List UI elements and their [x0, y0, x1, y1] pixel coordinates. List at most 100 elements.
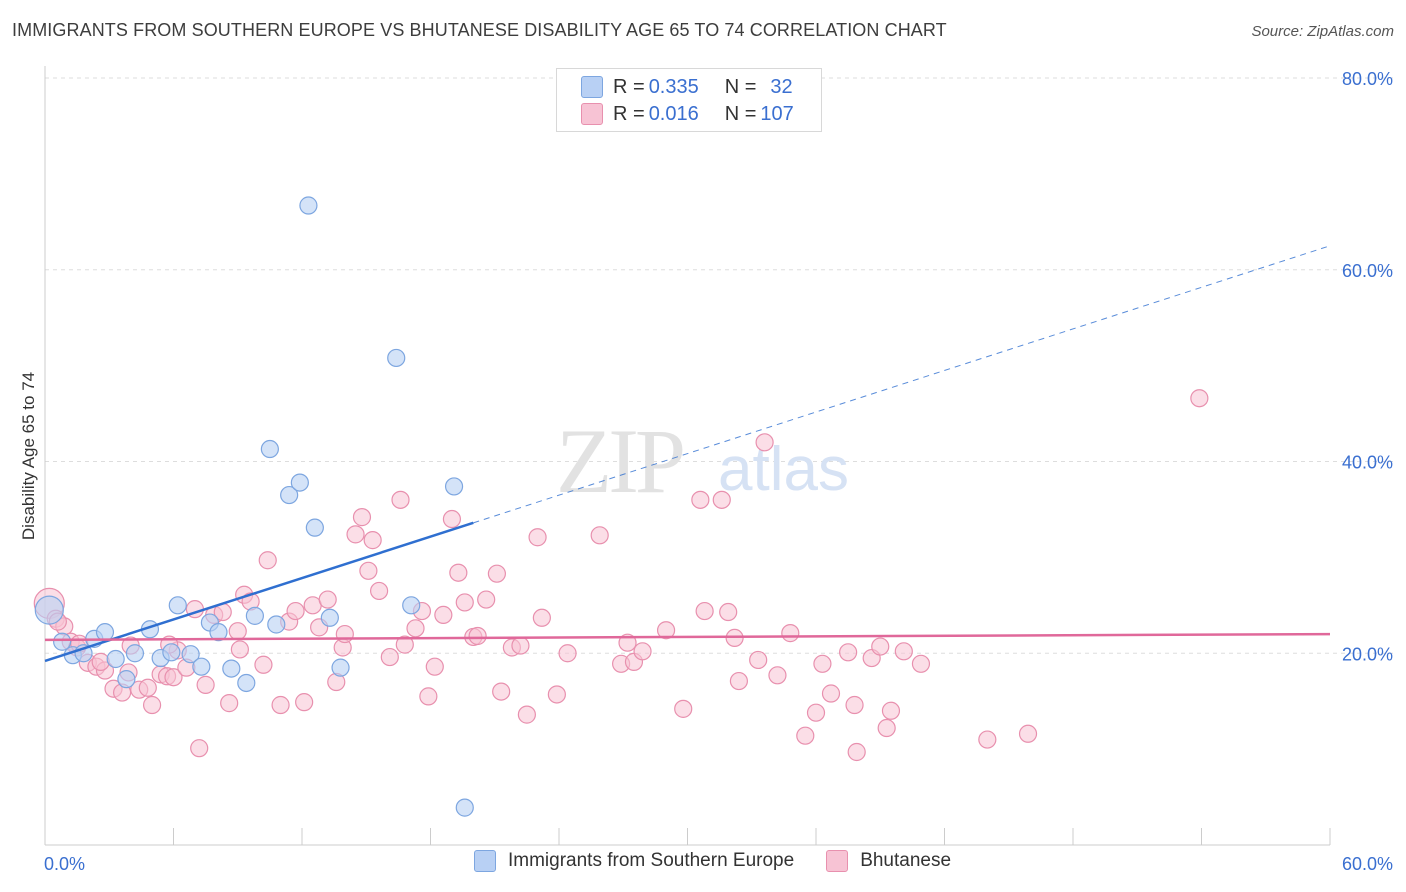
data-point-bhutanese: [254, 655, 273, 674]
data-point-southern-europe: [162, 643, 181, 662]
data-point-southern-europe: [125, 644, 145, 663]
data-point-bhutanese: [228, 622, 247, 641]
data-point-bhutanese: [881, 701, 901, 720]
data-point-bhutanese: [220, 694, 239, 713]
data-point-bhutanese: [335, 624, 354, 644]
data-point-southern-europe: [387, 348, 406, 368]
data-point-bhutanese: [796, 726, 815, 745]
data-point-bhutanese: [492, 682, 511, 701]
legend-label: Immigrants from Southern Europe: [508, 850, 795, 871]
data-point-bhutanese: [674, 699, 693, 718]
data-point-bhutanese: [271, 695, 290, 715]
axes: [44, 66, 1331, 846]
trend-line-blue: [44, 521, 474, 663]
source-label: Source: ZipAtlas.com: [1251, 23, 1394, 40]
data-point-southern-europe: [260, 439, 279, 459]
data-point-bhutanese: [712, 490, 731, 509]
data-point-bhutanese: [1190, 389, 1209, 408]
data-point-bhutanese: [978, 730, 997, 749]
series-legend: Immigrants from Southern Europe Bhutanes…: [474, 850, 983, 872]
data-point-southern-europe: [168, 596, 187, 615]
data-point-bhutanese: [590, 526, 609, 545]
data-point-bhutanese: [286, 601, 305, 621]
data-point-bhutanese: [363, 531, 382, 550]
legend-n-label: N =: [724, 75, 757, 98]
data-point-bhutanese: [839, 643, 858, 662]
data-point-bhutanese: [806, 703, 826, 722]
y-tick-label: 20.0%: [1342, 644, 1393, 664]
chart-title: IMMIGRANTS FROM SOUTHERN EUROPE VS BHUTA…: [12, 20, 947, 40]
data-point-bhutanese: [813, 654, 832, 673]
data-point-bhutanese: [138, 678, 157, 697]
data-point-bhutanese: [391, 490, 410, 509]
data-point-bhutanese: [395, 635, 414, 654]
gridlines: [45, 77, 1394, 654]
data-point-bhutanese: [845, 695, 864, 715]
trend-line-pink: [44, 632, 1331, 642]
data-point-bhutanese: [425, 657, 444, 676]
data-point-southern-europe: [402, 596, 421, 615]
data-point-southern-europe: [53, 632, 72, 651]
data-point-bhutanese: [477, 590, 496, 609]
legend-item-southern-europe: Immigrants from Southern Europe: [474, 850, 794, 872]
x-tick-labels: 0.0% 60.0%: [44, 854, 1393, 874]
legend-row-blue: R = 0.335 N = 32: [581, 75, 793, 99]
data-point-bhutanese: [380, 647, 399, 667]
data-point-bhutanese: [911, 654, 931, 673]
data-point-southern-europe: [245, 606, 264, 625]
legend-label: Bhutanese: [860, 850, 952, 871]
data-point-bhutanese: [1018, 724, 1038, 743]
data-point-bhutanese: [695, 601, 714, 621]
data-point-bhutanese: [352, 508, 372, 527]
data-point-southern-europe: [106, 649, 125, 669]
data-point-bhutanese: [558, 644, 577, 663]
data-point-bhutanese: [517, 705, 536, 724]
trend-line-blue-extension: [473, 245, 1331, 524]
legend-swatch-pink: [826, 850, 849, 872]
data-point-bhutanese: [487, 564, 506, 583]
data-point-southern-europe: [34, 595, 64, 625]
legend-r-value: 0.335: [648, 75, 699, 98]
data-point-bhutanese: [656, 621, 676, 640]
data-point-southern-europe: [280, 485, 299, 505]
data-point-bhutanese: [511, 636, 530, 655]
data-point-southern-europe: [267, 615, 286, 634]
data-point-bhutanese: [633, 642, 652, 661]
data-point-bhutanese: [547, 685, 566, 704]
data-point-bhutanese: [455, 593, 474, 612]
data-point-bhutanese: [442, 509, 462, 529]
data-point-bhutanese: [894, 642, 913, 661]
data-point-bhutanese: [821, 684, 841, 703]
data-point-southern-europe: [305, 518, 324, 537]
data-point-southern-europe: [222, 659, 241, 678]
legend-item-bhutanese: Bhutanese: [826, 850, 951, 872]
data-point-bhutanese: [359, 561, 378, 580]
data-point-bhutanese: [318, 590, 337, 609]
legend-r-label: R =: [613, 75, 645, 98]
data-point-bhutanese: [719, 602, 738, 622]
legend-swatch-blue: [581, 76, 603, 98]
data-point-southern-europe: [444, 477, 464, 496]
data-point-bhutanese: [729, 671, 749, 691]
legend-row-pink: R = 0.016 N = 107: [581, 102, 794, 126]
data-point-southern-europe: [209, 623, 228, 642]
data-point-bhutanese: [295, 693, 314, 712]
data-point-bhutanese: [449, 563, 468, 582]
y-tick-labels: 20.0% 40.0% 60.0% 80.0%: [1342, 69, 1393, 664]
legend-n-label: N =: [724, 102, 757, 125]
data-point-bhutanese: [406, 619, 425, 638]
series-bhutanese: [33, 389, 1209, 762]
data-point-southern-europe: [181, 645, 200, 664]
legend-stats: R = 0.335 N = 32 R = 0.016 N = 107: [556, 68, 822, 132]
data-point-southern-europe: [290, 473, 309, 492]
data-point-bhutanese: [190, 739, 209, 758]
legend-n-value: 32: [770, 75, 793, 98]
data-point-bhutanese: [258, 551, 277, 570]
legend-n-value: 107: [760, 102, 794, 125]
data-point-bhutanese: [871, 637, 890, 656]
data-point-southern-europe: [95, 623, 115, 642]
data-point-bhutanese: [528, 528, 547, 547]
data-point-bhutanese: [346, 525, 365, 544]
data-point-bhutanese: [370, 581, 389, 601]
